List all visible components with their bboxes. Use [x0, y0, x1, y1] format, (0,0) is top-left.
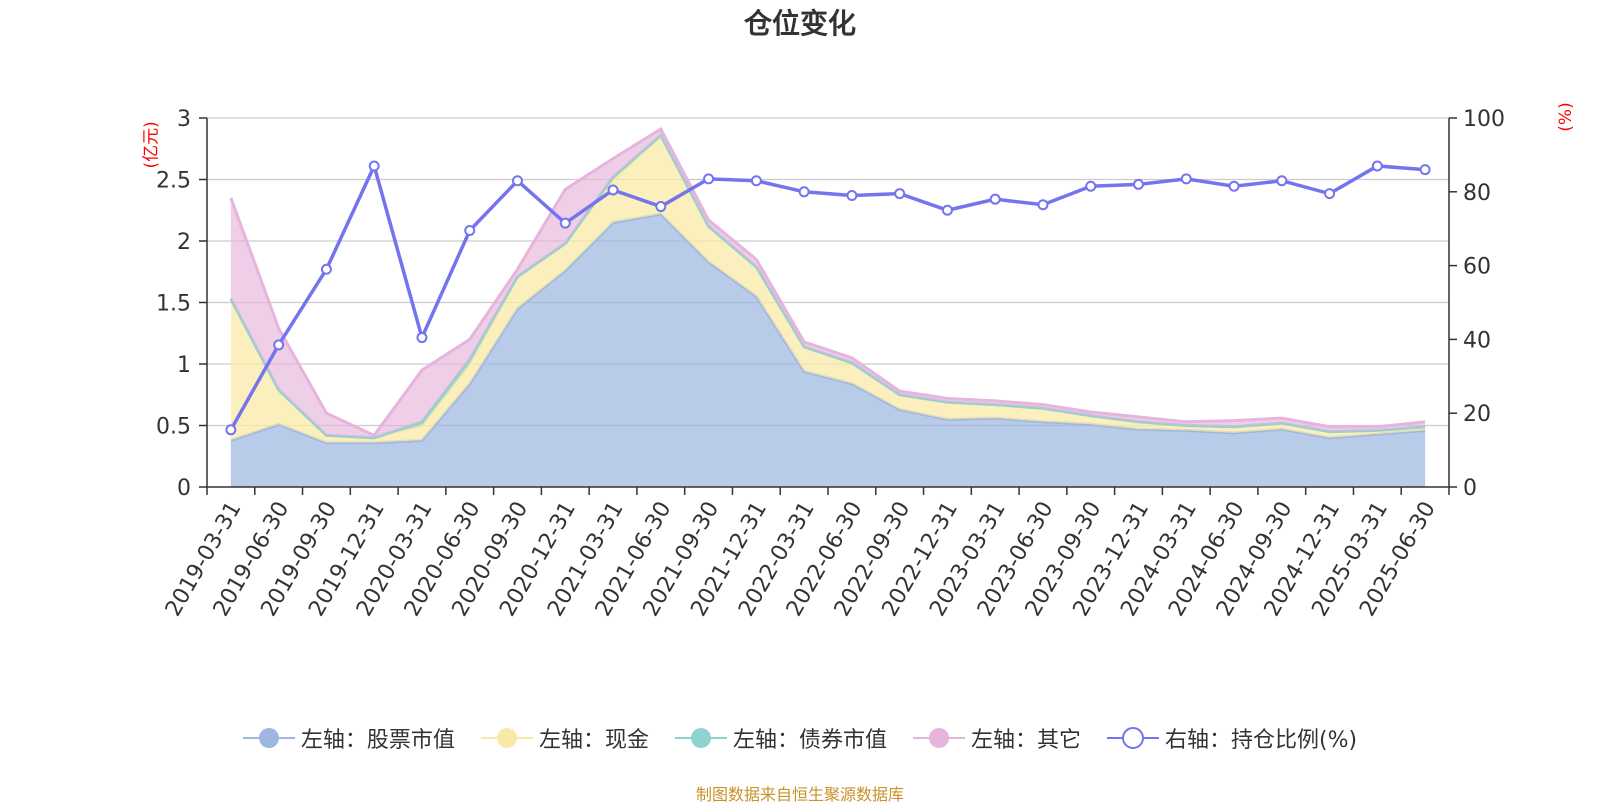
- legend-label-cash: 左轴：现金: [538, 728, 649, 753]
- ratio-point: [894, 188, 906, 200]
- ratio-point: [941, 204, 953, 216]
- ratio-point: [1228, 180, 1240, 192]
- ratio-point: [607, 184, 619, 196]
- ratio-point: [368, 160, 380, 172]
- ratio-point: [655, 201, 667, 213]
- right-axis-tick-label: 0: [1463, 476, 1477, 501]
- legend-marker-ratio: [1106, 727, 1159, 749]
- ratio-point: [1276, 175, 1288, 187]
- legend-label-other: 左轴：其它: [970, 728, 1081, 753]
- right-axis-tick-label: 80: [1463, 181, 1491, 206]
- left-axis-tick-label: 2: [177, 230, 191, 255]
- legend-label-bond: 左轴：债券市值: [732, 728, 887, 753]
- ratio-point: [1180, 173, 1192, 185]
- left-axis-tick-label: 1.5: [156, 292, 191, 317]
- ratio-point: [1419, 164, 1431, 176]
- ratio-point: [512, 175, 523, 187]
- legend-marker-other: [912, 728, 965, 748]
- legend-item-other[interactable]: 左轴：其它: [912, 722, 1081, 754]
- ratio-point: [320, 263, 332, 275]
- ratio-point: [989, 193, 1001, 205]
- ratio-point: [750, 175, 762, 187]
- area-stock: [230, 213, 1426, 487]
- left-axis-tick-label: 3: [177, 107, 191, 132]
- line-other: [229, 126, 1426, 438]
- legend-marker-cash: [480, 728, 533, 748]
- legend-marker-stock: [242, 728, 295, 748]
- right-axis-tick-label: 40: [1463, 328, 1491, 353]
- ratio-point: [1037, 199, 1049, 211]
- legend-item-ratio[interactable]: 右轴：持仓比例(%): [1106, 722, 1358, 754]
- ratio-point: [464, 225, 476, 237]
- left-axis-tick-label: 2.5: [156, 169, 191, 194]
- legend-label-ratio: 右轴：持仓比例(%): [1164, 728, 1358, 753]
- ratio-point: [1133, 178, 1144, 190]
- data-source-note: 制图数据来自恒生聚源数据库: [695, 785, 904, 804]
- right-axis-tick-label: 60: [1463, 255, 1491, 280]
- legend-item-stock[interactable]: 左轴：股票市值: [242, 722, 455, 754]
- ratio-point: [846, 189, 858, 201]
- right-axis-tick-label: 100: [1463, 107, 1505, 132]
- legend-label-stock: 左轴：股票市值: [300, 728, 455, 753]
- legend: 左轴：股票市值 左轴：现金 左轴：债券市值 左轴：其它 右轴：持仓比例(%): [0, 722, 1600, 754]
- left-axis-tick-label: 1: [177, 353, 191, 378]
- legend-item-bond[interactable]: 左轴：债券市值: [674, 722, 887, 754]
- right-axis-tick-label: 20: [1463, 402, 1491, 427]
- line-ratio: [229, 160, 1426, 431]
- ratio-point: [798, 186, 810, 198]
- ratio-point: [1371, 160, 1383, 172]
- chart-title: 仓位变化: [743, 7, 856, 40]
- ratio-point: [416, 332, 428, 344]
- left-axis-tick-label: 0.5: [156, 415, 191, 440]
- ratio-point: [1324, 188, 1336, 200]
- legend-marker-bond: [674, 728, 727, 748]
- ratio-point: [225, 424, 237, 436]
- ratio-point: [1085, 180, 1097, 192]
- left-axis-tick-label: 0: [177, 476, 191, 501]
- ratio-point: [273, 339, 285, 351]
- legend-item-cash[interactable]: 左轴：现金: [480, 722, 649, 754]
- ratio-point: [559, 217, 571, 229]
- ratio-point: [703, 173, 715, 185]
